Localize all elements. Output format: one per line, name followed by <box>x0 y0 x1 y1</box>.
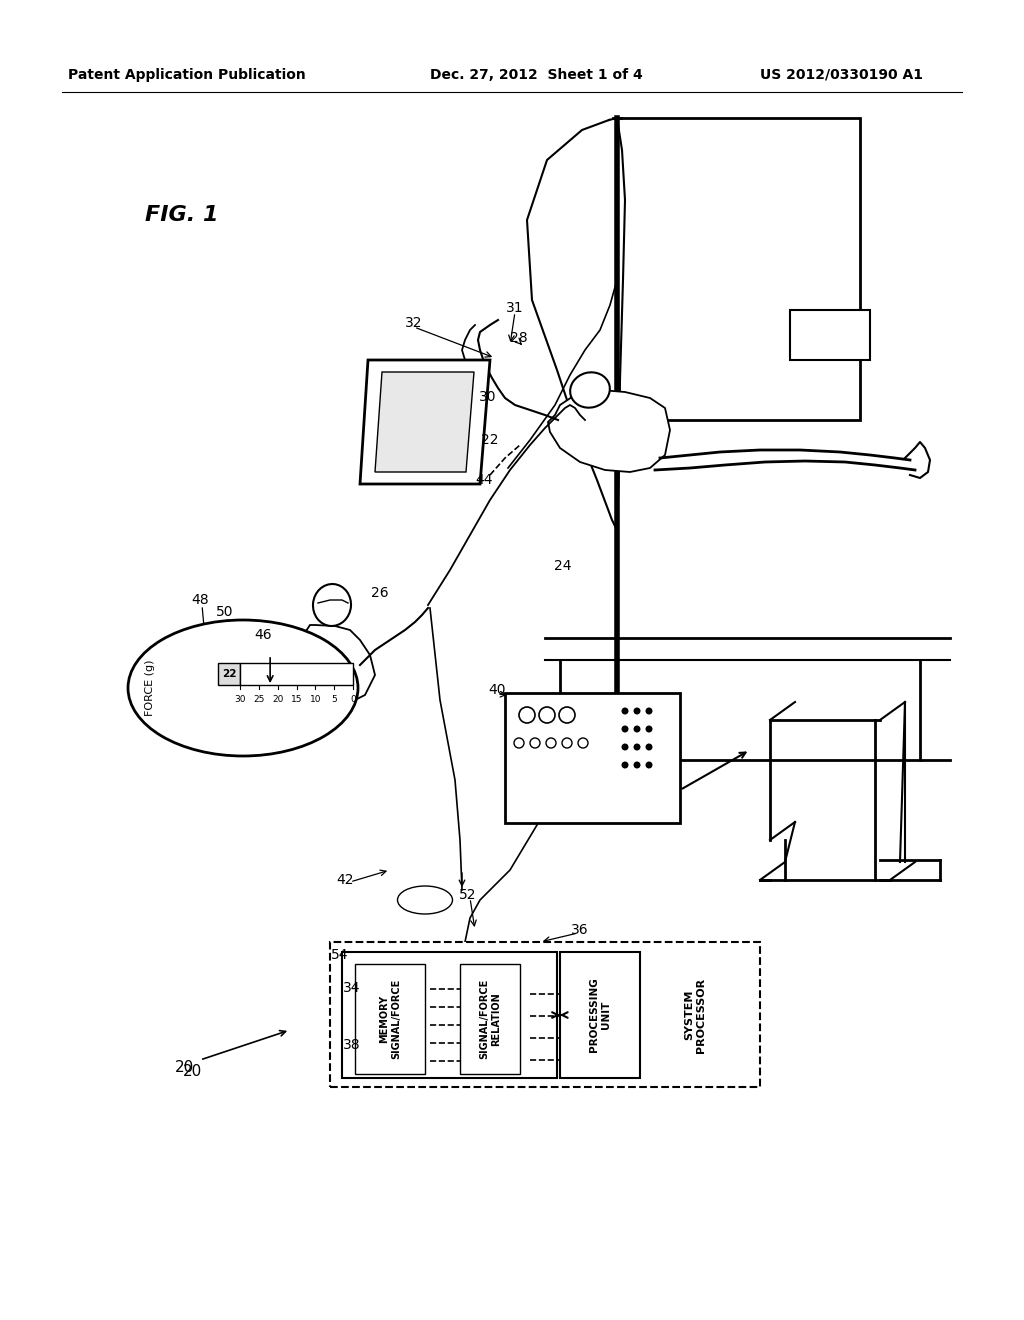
Text: 36: 36 <box>571 923 589 937</box>
Text: 32: 32 <box>406 315 423 330</box>
Text: 22: 22 <box>481 433 499 447</box>
Ellipse shape <box>128 620 358 756</box>
Circle shape <box>622 726 629 733</box>
Circle shape <box>514 738 524 748</box>
Circle shape <box>530 738 540 748</box>
Text: SYSTEM
PROCESSOR: SYSTEM PROCESSOR <box>684 977 706 1052</box>
Ellipse shape <box>570 372 610 408</box>
Polygon shape <box>295 624 375 710</box>
Text: 42: 42 <box>336 873 353 887</box>
Text: 28: 28 <box>510 331 527 345</box>
Circle shape <box>645 762 652 768</box>
Text: US 2012/0330190 A1: US 2012/0330190 A1 <box>760 69 923 82</box>
Bar <box>617 117 860 420</box>
Text: 34: 34 <box>343 981 360 995</box>
Bar <box>355 964 425 1074</box>
Text: FIG. 1: FIG. 1 <box>145 205 218 224</box>
Bar <box>505 693 680 822</box>
Circle shape <box>634 762 640 768</box>
Text: 30: 30 <box>234 694 246 704</box>
Circle shape <box>645 743 652 751</box>
Text: Dec. 27, 2012  Sheet 1 of 4: Dec. 27, 2012 Sheet 1 of 4 <box>430 69 643 82</box>
Text: 10: 10 <box>309 694 322 704</box>
Text: 20: 20 <box>182 1064 202 1080</box>
Text: 5: 5 <box>332 694 337 704</box>
Bar <box>218 663 240 685</box>
Bar <box>240 663 353 685</box>
Circle shape <box>634 726 640 733</box>
Text: 44: 44 <box>475 473 493 487</box>
Text: 52: 52 <box>459 888 477 902</box>
Text: 20: 20 <box>175 1060 195 1076</box>
Bar <box>460 964 520 1074</box>
Circle shape <box>622 762 629 768</box>
Bar <box>330 942 760 1086</box>
Text: 22: 22 <box>222 669 237 678</box>
Bar <box>342 952 557 1078</box>
Polygon shape <box>548 389 670 473</box>
Text: 38: 38 <box>343 1038 360 1052</box>
Circle shape <box>634 743 640 751</box>
Bar <box>560 952 640 1078</box>
Circle shape <box>634 708 640 714</box>
Circle shape <box>539 708 555 723</box>
Circle shape <box>562 738 572 748</box>
Polygon shape <box>375 372 474 473</box>
Circle shape <box>622 743 629 751</box>
Polygon shape <box>360 360 490 484</box>
Text: 40: 40 <box>488 682 506 697</box>
Text: 30: 30 <box>479 389 497 404</box>
Ellipse shape <box>397 886 453 913</box>
Ellipse shape <box>313 583 351 626</box>
Text: MEMORY
SIGNAL/FORCE: MEMORY SIGNAL/FORCE <box>379 979 400 1059</box>
Circle shape <box>546 738 556 748</box>
Text: 24: 24 <box>554 558 571 573</box>
Circle shape <box>559 708 575 723</box>
Circle shape <box>519 708 535 723</box>
Circle shape <box>578 738 588 748</box>
Text: 15: 15 <box>291 694 302 704</box>
Text: Patent Application Publication: Patent Application Publication <box>68 69 306 82</box>
Text: 20: 20 <box>272 694 284 704</box>
Text: 25: 25 <box>253 694 264 704</box>
Text: PROCESSING
UNIT: PROCESSING UNIT <box>589 978 610 1052</box>
Text: 54: 54 <box>331 948 349 962</box>
Text: 26: 26 <box>371 586 389 601</box>
Circle shape <box>645 726 652 733</box>
Text: SIGNAL/FORCE
RELATION: SIGNAL/FORCE RELATION <box>479 979 501 1059</box>
Text: 50: 50 <box>216 605 233 619</box>
Text: 46: 46 <box>254 628 271 642</box>
Text: 0: 0 <box>350 694 356 704</box>
Circle shape <box>645 708 652 714</box>
Text: FORCE (g): FORCE (g) <box>145 660 155 717</box>
Text: 31: 31 <box>506 301 524 315</box>
Circle shape <box>622 708 629 714</box>
Bar <box>790 310 870 360</box>
Text: 48: 48 <box>191 593 209 607</box>
